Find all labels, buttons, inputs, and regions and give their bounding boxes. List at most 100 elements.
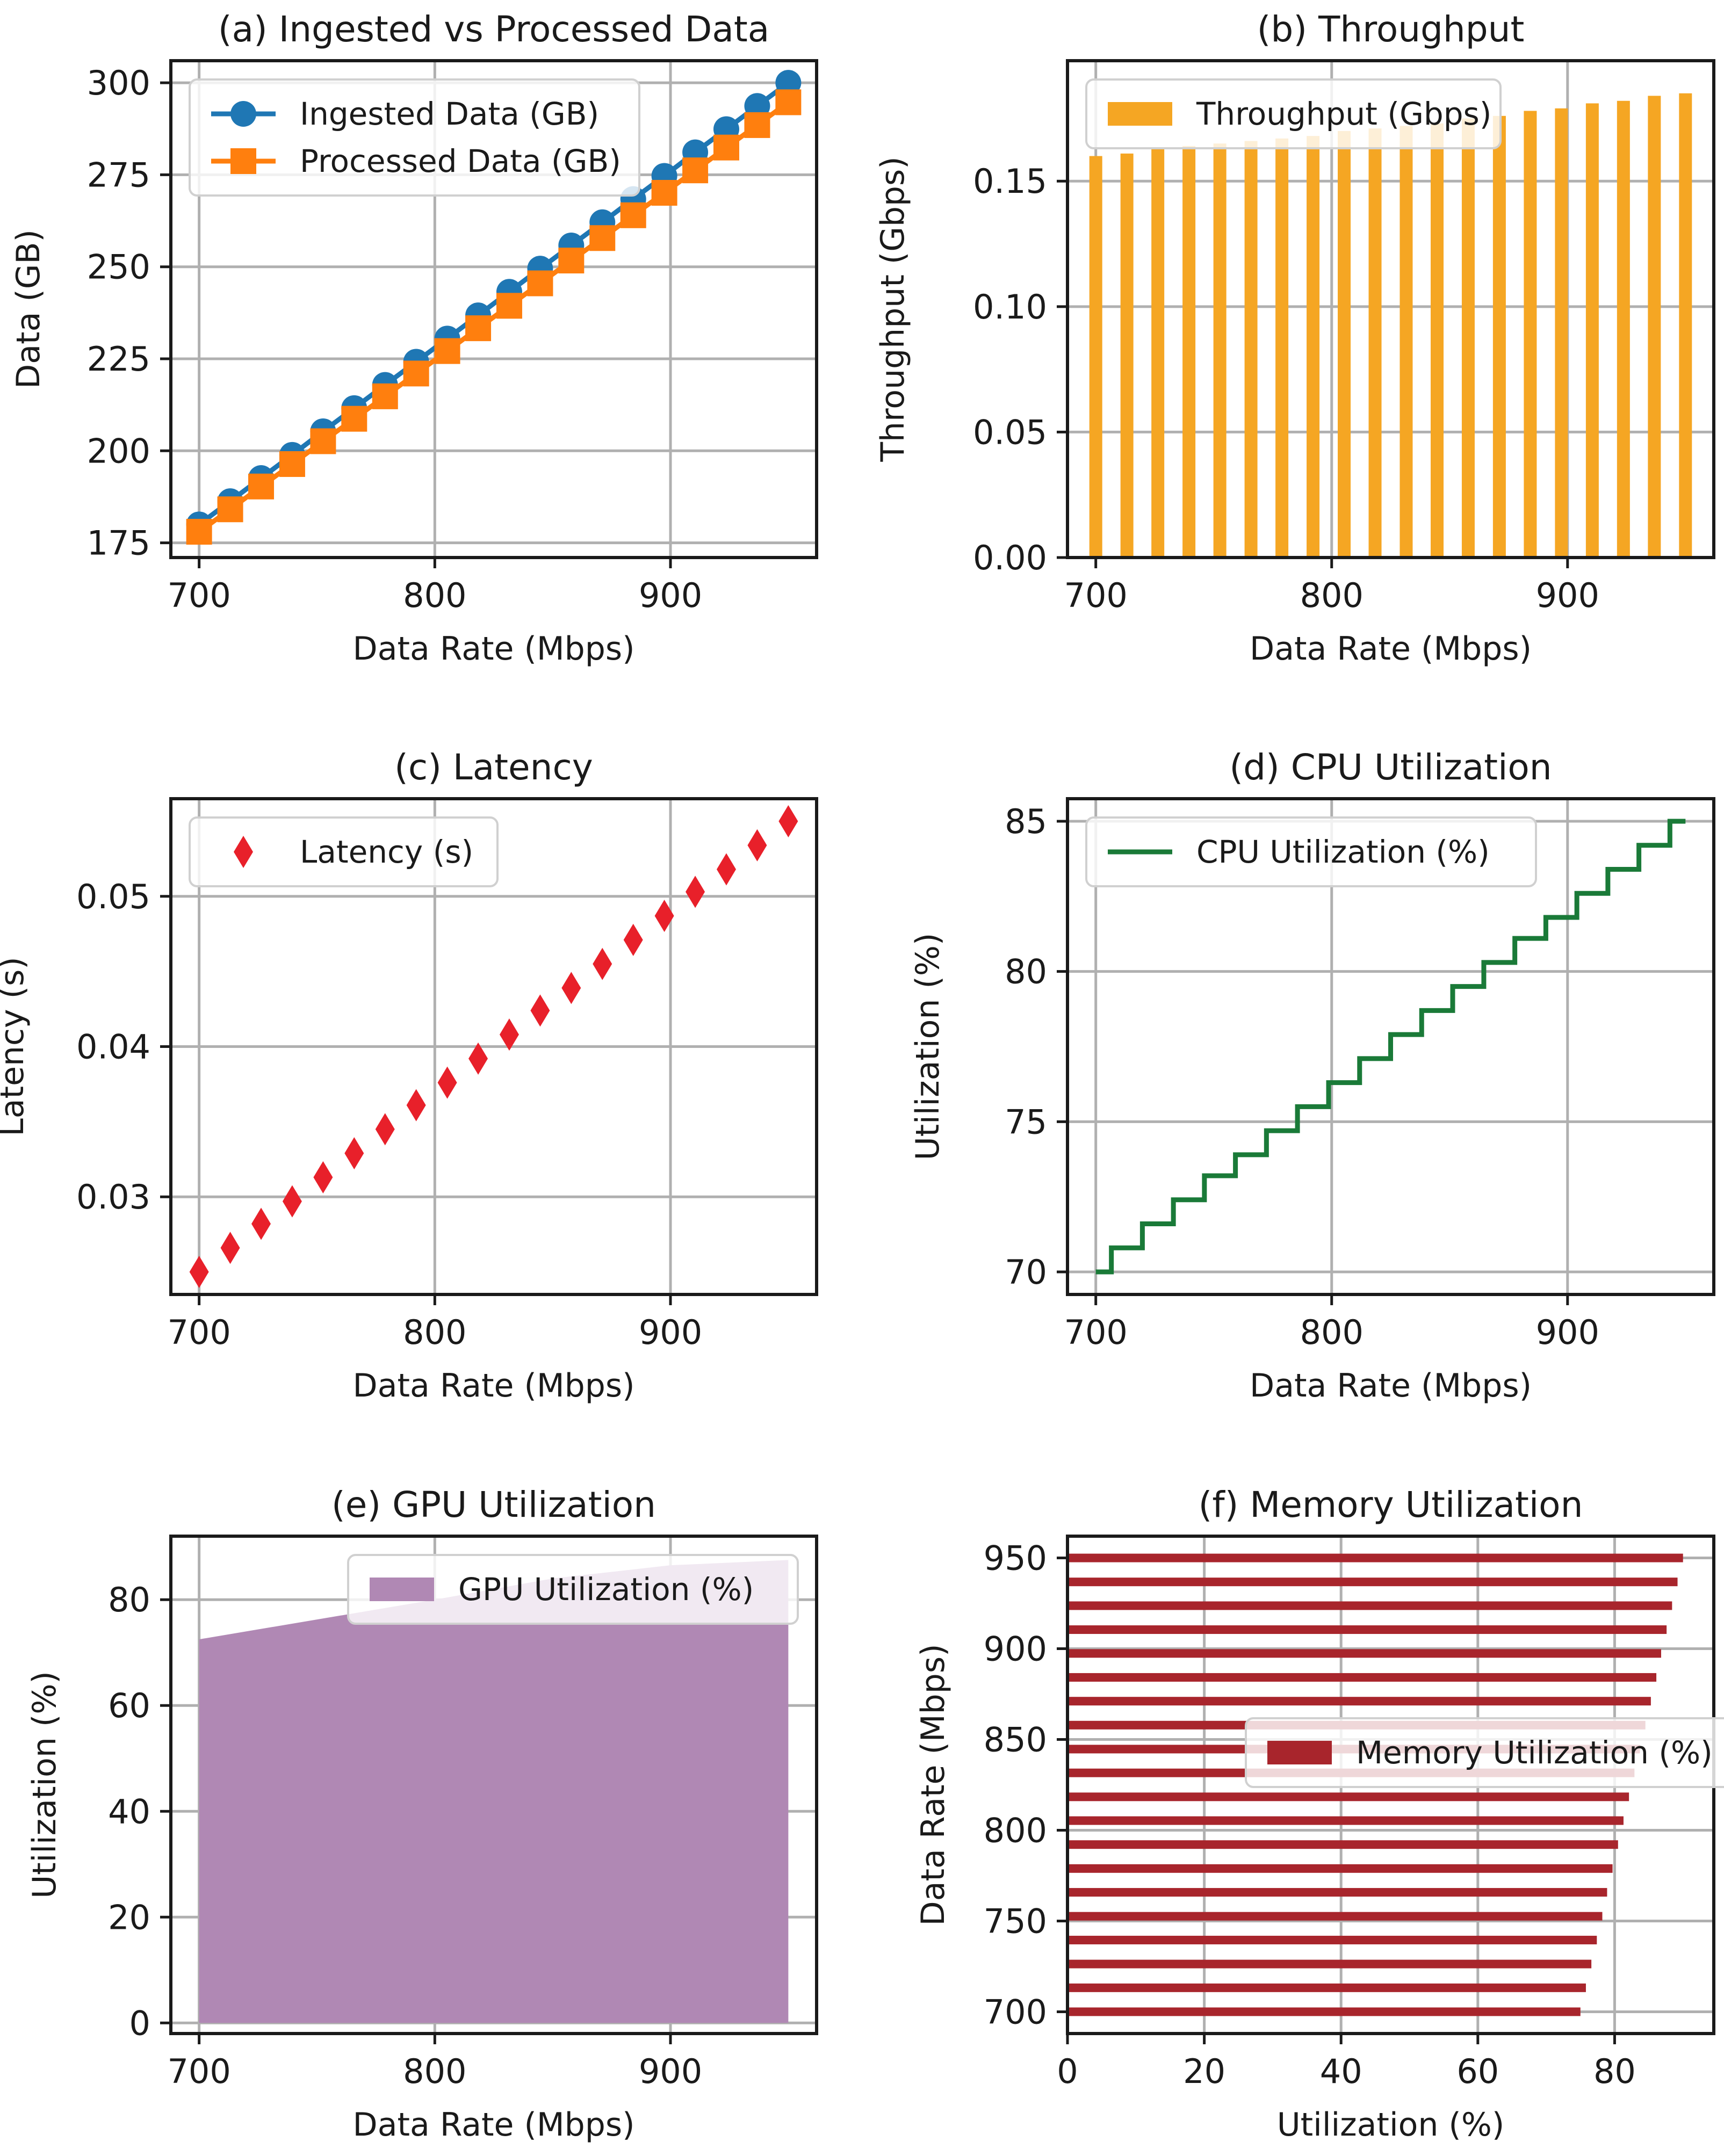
y-tick-label: 800 xyxy=(984,1811,1047,1850)
data-point xyxy=(527,270,553,296)
chart-d: 700 800 900 70 75 80 85 (d) CPU Utilization Data… xyxy=(909,747,1715,1405)
data-point xyxy=(220,1232,240,1264)
bar xyxy=(1648,96,1661,558)
chart-b: 700 800 900 0.00 0.05 0.10 0.15 (b) Throughput D… xyxy=(874,9,1715,668)
y-tick-label: 0.15 xyxy=(973,162,1047,201)
data-point xyxy=(775,70,802,96)
y-tick-label: 900 xyxy=(984,1630,1047,1669)
plot-area xyxy=(186,70,802,545)
legend: Latency (s) xyxy=(189,816,499,887)
legend-box xyxy=(189,816,499,887)
legend-label: Latency (s) xyxy=(300,834,473,870)
series-line xyxy=(1095,819,1686,1275)
bar xyxy=(1067,1983,1586,1992)
y-tick-label: 60 xyxy=(108,1686,150,1725)
bar xyxy=(1368,128,1382,558)
y-tick-label: 75 xyxy=(1005,1102,1047,1141)
y-tick-label: 0.05 xyxy=(973,413,1047,452)
y-tick-label: 250 xyxy=(87,248,150,287)
chart-title: (e) GPU Utilization xyxy=(331,1484,656,1525)
x-axis-label: Data Rate (Mbps) xyxy=(1250,1367,1532,1405)
x-tick-label: 60 xyxy=(1456,2052,1499,2091)
y-tick-label: 0.05 xyxy=(76,877,150,916)
bar xyxy=(1524,111,1537,558)
data-point xyxy=(406,1089,426,1122)
y-tick-label: 700 xyxy=(984,1992,1047,2031)
bar xyxy=(1067,1601,1672,1610)
data-point xyxy=(558,248,585,274)
y-tick-label: 0.03 xyxy=(76,1177,150,1217)
bar xyxy=(1585,103,1599,558)
legend-handle xyxy=(1108,102,1172,126)
y-tick-label: 225 xyxy=(87,339,150,379)
y-tick-label: 0.00 xyxy=(973,538,1047,577)
x-tick-label: 900 xyxy=(639,2052,702,2091)
data-point xyxy=(372,383,398,409)
ticks: 700 800 900 0.00 0.05 0.10 0.15 xyxy=(973,162,1599,615)
legend-label: GPU Utilization (%) xyxy=(458,1571,754,1608)
data-point xyxy=(341,406,367,432)
y-axis-label: Throughput (Gbps) xyxy=(874,156,912,462)
y-axis-label: Latency (s) xyxy=(0,957,31,1136)
legend-handle xyxy=(370,1578,434,1601)
x-tick-label: 40 xyxy=(1320,2052,1362,2091)
chart-title: (c) Latency xyxy=(394,747,593,788)
legend: GPU Utilization (%) xyxy=(347,1554,799,1625)
data-point xyxy=(654,900,674,932)
plot-area xyxy=(189,805,798,1289)
bar xyxy=(1089,156,1102,558)
data-point xyxy=(561,972,581,1004)
y-tick-label: 0.04 xyxy=(76,1028,150,1067)
y-tick-label: 0.10 xyxy=(973,287,1047,327)
x-tick-label: 700 xyxy=(167,576,230,615)
chart-title: (a) Ingested vs Processed Data xyxy=(218,9,769,50)
x-tick-label: 700 xyxy=(1064,576,1128,615)
y-axis-label: Data (GB) xyxy=(10,229,47,389)
bar xyxy=(1275,138,1289,558)
data-point xyxy=(651,179,677,206)
x-axis-label: Data Rate (Mbps) xyxy=(353,1367,635,1405)
area-fill xyxy=(199,1560,789,2023)
y-tick-label: 175 xyxy=(87,524,150,563)
data-point xyxy=(623,923,643,956)
y-tick-label: 750 xyxy=(984,1901,1047,1941)
x-tick-label: 900 xyxy=(1536,576,1599,615)
chart-title: (b) Throughput xyxy=(1257,9,1525,50)
chart-title: (f) Memory Utilization xyxy=(1199,1484,1583,1525)
bar xyxy=(1067,2007,1581,2016)
legend: CPU Utilization (%) xyxy=(1085,816,1537,887)
data-point xyxy=(189,1256,209,1289)
data-point xyxy=(778,805,798,837)
bar xyxy=(1067,1625,1667,1634)
bar xyxy=(1213,143,1227,558)
bar xyxy=(1067,1673,1657,1682)
data-point xyxy=(530,994,550,1027)
plot-area xyxy=(199,1560,789,2023)
data-point xyxy=(620,202,646,228)
data-point xyxy=(589,225,616,251)
data-point xyxy=(375,1113,395,1146)
data-point xyxy=(682,157,709,184)
legend: Ingested Data (GB) Processed Data (GB) xyxy=(189,78,640,197)
data-point xyxy=(251,1207,271,1240)
legend-box xyxy=(1085,78,1502,149)
y-tick-label: 275 xyxy=(87,155,150,194)
y-axis-label: Utilization (%) xyxy=(26,1671,63,1899)
bar xyxy=(1067,1864,1613,1873)
x-tick-label: 800 xyxy=(403,1313,466,1352)
bar xyxy=(1430,123,1444,558)
data-point xyxy=(344,1137,364,1170)
bar xyxy=(1067,1840,1618,1849)
data-point xyxy=(313,1161,333,1193)
chart-e: 700 800 900 0 20 40 60 80 (e) GPU Utilization Dat… xyxy=(26,1484,818,2144)
ticks: 700 800 900 0.03 0.04 0.05 xyxy=(76,877,702,1352)
data-point xyxy=(282,1185,302,1218)
bar xyxy=(1617,100,1630,558)
plot-area xyxy=(1089,93,1692,558)
bar xyxy=(1244,141,1258,558)
y-tick-label: 20 xyxy=(108,1898,150,1937)
y-tick-label: 70 xyxy=(1005,1253,1047,1292)
y-tick-label: 200 xyxy=(87,431,150,471)
x-axis-label: Data Rate (Mbps) xyxy=(1250,630,1532,668)
